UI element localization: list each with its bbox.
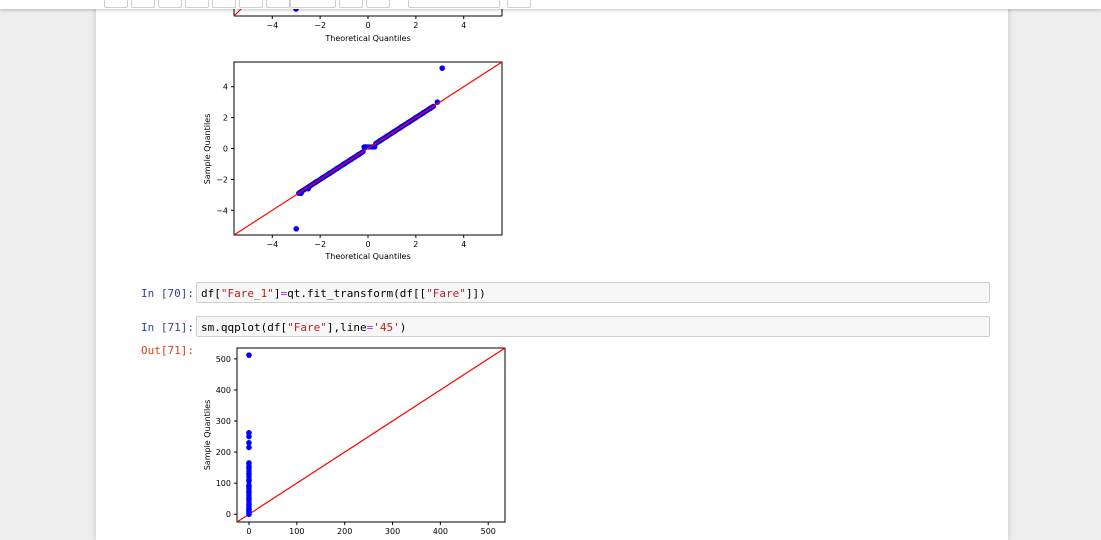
- qqplot-transformed-fare: 4 2 0 −2 −4 −4 −2 0 2 4 Theoretical Quantiles Sa…: [203, 61, 503, 261]
- y-axis-ticks: 500 400 300 200 100 0: [216, 355, 237, 519]
- x-tick-label: 4: [461, 21, 466, 30]
- code-cell-input[interactable]: sm.qqplot(df["Fare"],line='45'): [196, 316, 990, 337]
- x-tick-label: 0: [365, 240, 370, 249]
- data-point: [298, 190, 304, 197]
- x-axis-label: Theoretical Quantiles: [324, 34, 410, 43]
- x-tick-label: 100: [289, 527, 304, 536]
- y-axis-label: Sample Quantiles: [203, 400, 212, 471]
- y-axis-label: Sample Quantiles: [203, 114, 212, 185]
- toolbar-button[interactable]: [266, 0, 290, 8]
- data-point: [246, 460, 252, 466]
- code-cell-input[interactable]: df["Fare_1"]=qt.fit_transform(df[["Fare"…: [196, 282, 990, 303]
- output-prompt: Out[71]:: [141, 344, 194, 357]
- toolbar-button[interactable]: [158, 0, 182, 8]
- y-tick-label: 300: [216, 417, 231, 426]
- y-tick-label: 4: [223, 83, 228, 92]
- data-point: [246, 483, 252, 490]
- input-prompt: In [70]:: [141, 287, 194, 300]
- y-tick-label: 0: [223, 145, 228, 154]
- data-point: [246, 502, 252, 508]
- data-point: [246, 430, 252, 436]
- x-tick-label: −4: [266, 21, 278, 30]
- y-tick-label: 0: [226, 510, 231, 519]
- qqplot-fare: 500 400 300 200 100 0 0 100 200 300 400 500 Sample…: [203, 347, 506, 536]
- y-tick-label: −2: [216, 175, 228, 184]
- x-tick-label: 300: [385, 527, 400, 536]
- data-point: [246, 352, 252, 358]
- code-text: sm.qqplot(df["Fare"],line='45'): [201, 321, 407, 334]
- data-point: [246, 439, 252, 446]
- x-tick-label: 2: [413, 240, 418, 249]
- y-tick-label: 2: [223, 114, 228, 123]
- cell-type-select[interactable]: [408, 0, 500, 8]
- data-point: [293, 226, 300, 232]
- code-text: df["Fare_1"]=qt.fit_transform(df[["Fare"…: [201, 287, 486, 300]
- reference-line: [233, 61, 503, 236]
- toolbar-button[interactable]: [339, 0, 363, 8]
- data-point: [369, 144, 376, 150]
- data-point: [246, 444, 252, 451]
- x-tick-label: −2: [314, 240, 326, 249]
- data-point: [246, 489, 252, 496]
- reference-line: [236, 347, 506, 523]
- data-point: [439, 65, 445, 71]
- x-tick-label: 0: [246, 527, 251, 536]
- toolbar-button[interactable]: [185, 0, 209, 8]
- x-tick-label: 2: [413, 21, 418, 30]
- data-point: [246, 471, 252, 477]
- x-axis-ticks: −4 −2 0 2 4: [266, 16, 466, 30]
- notebook-toolbar: [0, 0, 1101, 9]
- data-points: [246, 352, 252, 518]
- toolbar-button[interactable]: [212, 0, 236, 8]
- data-point: [434, 99, 441, 105]
- toolbar-button[interactable]: [239, 0, 263, 8]
- x-tick-label: 4: [461, 240, 466, 249]
- data-point: [362, 144, 369, 150]
- x-tick-label: 400: [433, 527, 448, 536]
- input-prompt: In [71]:: [141, 321, 194, 334]
- toolbar-button[interactable]: [366, 0, 390, 8]
- toolbar-button[interactable]: [507, 0, 531, 8]
- x-tick-label: −2: [314, 21, 326, 30]
- toolbar-button[interactable]: [290, 0, 336, 8]
- x-axis-ticks: 0 100 200 300 400 500: [246, 522, 496, 536]
- x-tick-label: 0: [365, 21, 370, 30]
- data-point: [246, 495, 252, 502]
- y-tick-label: −4: [216, 206, 228, 215]
- x-axis-label: Theoretical Quantiles: [324, 252, 410, 261]
- y-tick-label: 100: [216, 479, 231, 488]
- data-point: [246, 506, 252, 513]
- toolbar-button[interactable]: [131, 0, 155, 8]
- data-point: [305, 185, 311, 192]
- x-axis-ticks: −4 −2 0 2 4: [266, 235, 466, 249]
- x-tick-label: 500: [481, 527, 496, 536]
- y-tick-label: 400: [216, 386, 231, 395]
- y-tick-label: 200: [216, 448, 231, 457]
- data-point: [246, 464, 252, 471]
- toolbar-button[interactable]: [104, 0, 128, 8]
- x-tick-label: 200: [337, 527, 352, 536]
- y-axis-ticks: 4 2 0 −2 −4: [216, 83, 234, 215]
- data-point: [246, 477, 252, 483]
- x-tick-label: −4: [266, 240, 278, 249]
- y-tick-label: 500: [216, 355, 231, 364]
